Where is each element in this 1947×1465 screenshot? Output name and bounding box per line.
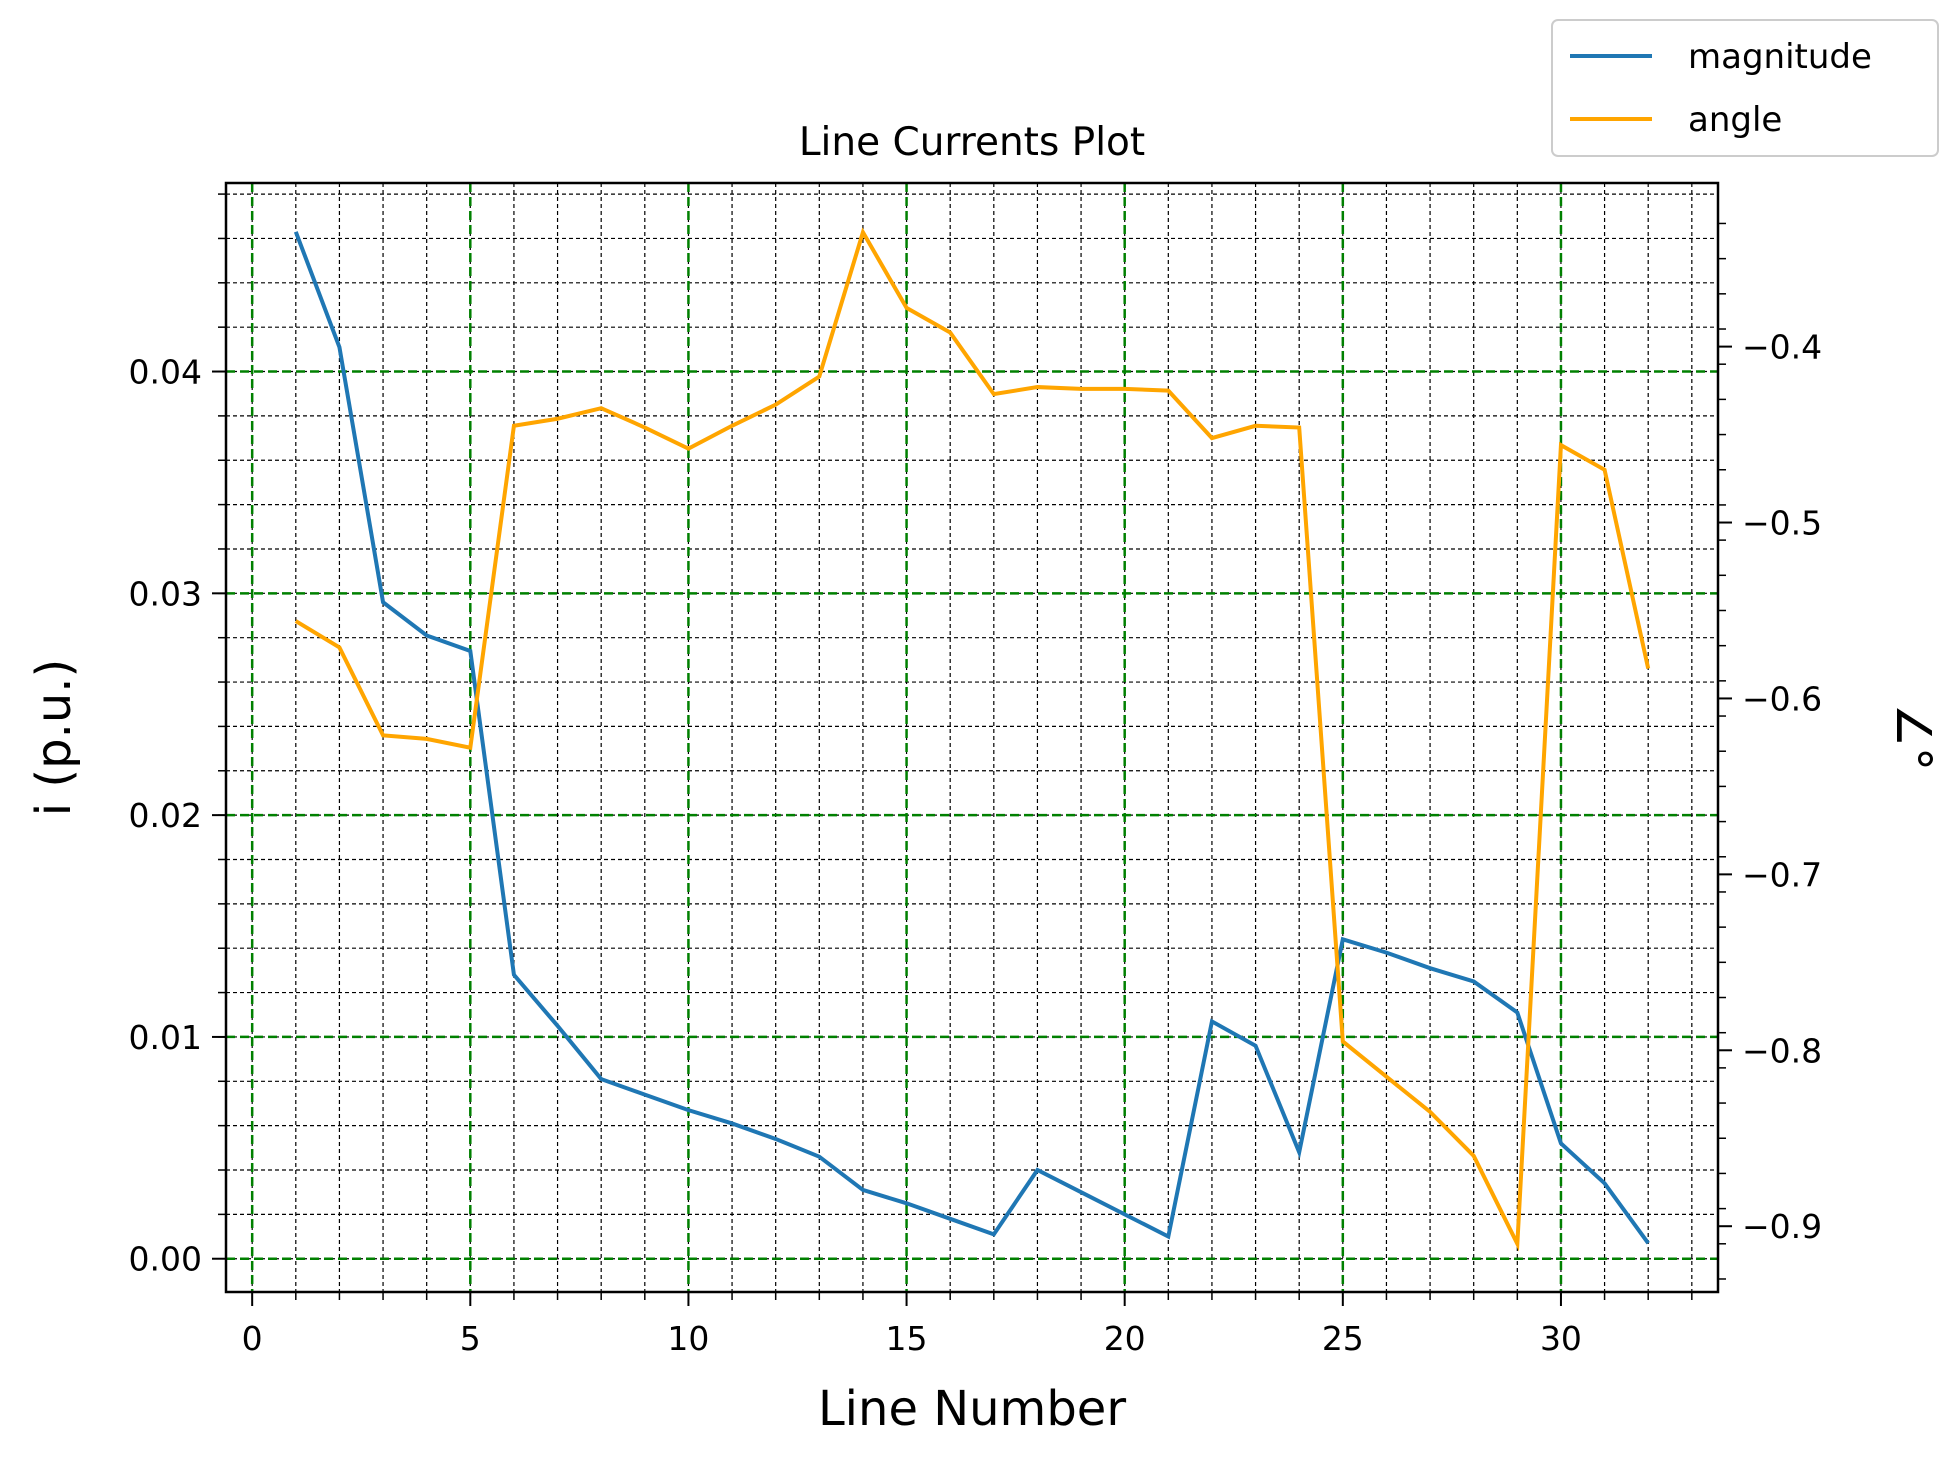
y2-tick-label: −0.9: [1742, 1207, 1822, 1246]
x-tick-label: 30: [1540, 1319, 1582, 1358]
y2-tick-label: −0.4: [1742, 328, 1822, 367]
y2-tick-label: −0.5: [1742, 504, 1822, 543]
x-tick-label: 20: [1104, 1319, 1146, 1358]
y-axis-label: i (p.u.): [26, 659, 82, 816]
y2-axis-label: ∠°: [1885, 704, 1941, 771]
legend-label-angle: angle: [1688, 100, 1782, 140]
y2-tick-label: −0.7: [1742, 855, 1822, 894]
x-tick-label: 5: [460, 1319, 481, 1358]
x-axis-label: Line Number: [818, 1381, 1126, 1437]
legend-label-magnitude: magnitude: [1688, 37, 1872, 77]
y-tick-label: 0.02: [129, 796, 202, 835]
series-line-angle: [294, 227, 1651, 1252]
minor-grid: [226, 183, 1718, 1292]
plot-frame: [224, 181, 1720, 1294]
x-tick-label: 10: [667, 1319, 709, 1358]
y-tick-label: 0.00: [129, 1240, 202, 1279]
series-line-magnitude: [293, 231, 1650, 1245]
y2-tick-label: −0.6: [1742, 679, 1822, 718]
x-tick-label: 0: [242, 1319, 263, 1358]
y-tick-label: 0.03: [129, 574, 202, 613]
y-tick-label: 0.01: [129, 1018, 202, 1057]
x-tick-label: 15: [886, 1319, 928, 1358]
legend: magnitude angle: [1551, 19, 1939, 157]
x-tick-label: 25: [1322, 1319, 1364, 1358]
chart-title: Line Currents Plot: [799, 120, 1145, 165]
y2-tick-label: −0.8: [1742, 1031, 1822, 1070]
y-tick-label: 0.04: [129, 353, 202, 392]
ticks-layer: 0 5 10 15 20 25 30 0.00 0.01 0.02 0.03 0.04 −0.9 −0.8…: [129, 193, 1822, 1358]
series-layer: [293, 227, 1651, 1252]
